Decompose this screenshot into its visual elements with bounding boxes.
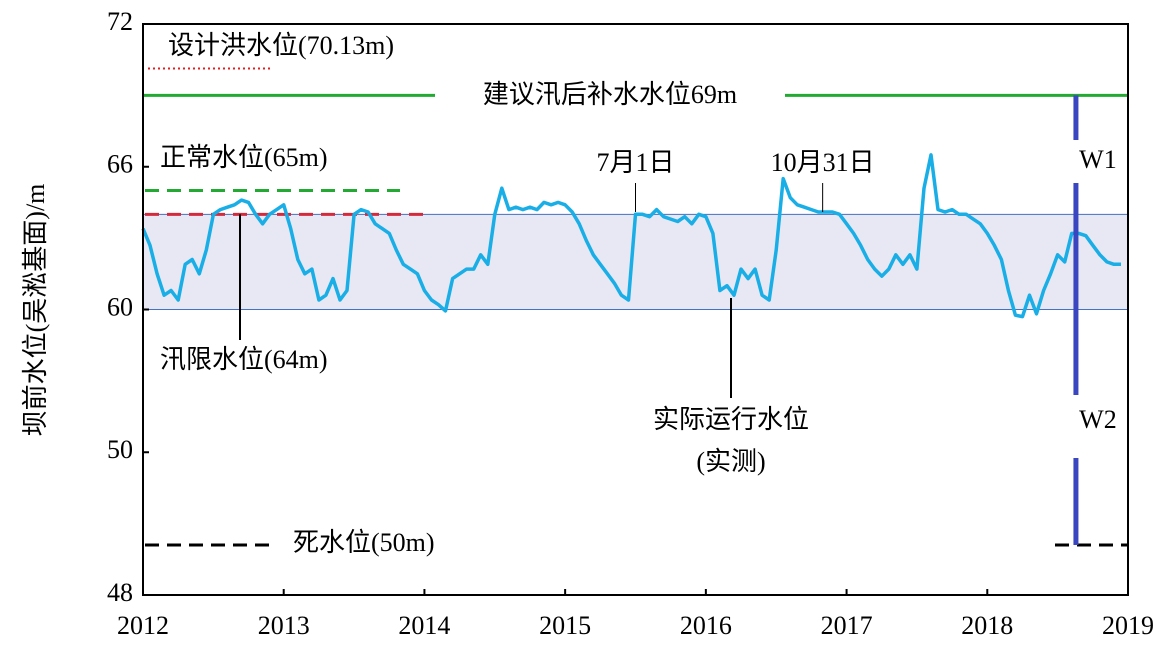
x-tick-label: 2018	[961, 611, 1013, 640]
x-tick-label: 2016	[680, 611, 732, 640]
reference-label: 建议汛后补水水位69m	[483, 80, 737, 109]
y-axis-title: 坝前水位(吴淞基面)/m	[21, 184, 50, 437]
y-tick-label: 72	[107, 7, 133, 36]
y-tick-label: 66	[107, 150, 133, 179]
x-tick-label: 2013	[258, 611, 310, 640]
water-level-line	[141, 153, 1121, 319]
reference-label: 正常水位(65m)	[160, 143, 328, 172]
y-tick-label: 48	[107, 578, 133, 607]
series-label: (实测)	[696, 447, 765, 476]
y-tick-label: 60	[107, 292, 133, 321]
w-label: W1	[1079, 145, 1117, 174]
series-label: 实际运行水位	[653, 405, 809, 434]
reference-label: 设计洪水位(70.13m)	[168, 31, 394, 60]
date-label: 10月31日	[771, 148, 875, 177]
reference-label: 汛限水位(64m)	[160, 345, 328, 374]
x-tick-label: 2017	[821, 611, 873, 640]
x-tick-label: 2015	[539, 611, 591, 640]
x-tick-label: 2014	[398, 611, 450, 640]
reference-label: 死水位(50m)	[293, 528, 435, 557]
w-label: W2	[1079, 405, 1117, 434]
x-tick-label: 2019	[1102, 611, 1154, 640]
y-tick-label: 50	[107, 435, 133, 464]
x-tick-label: 2012	[117, 611, 169, 640]
date-label: 7月1日	[596, 148, 674, 177]
